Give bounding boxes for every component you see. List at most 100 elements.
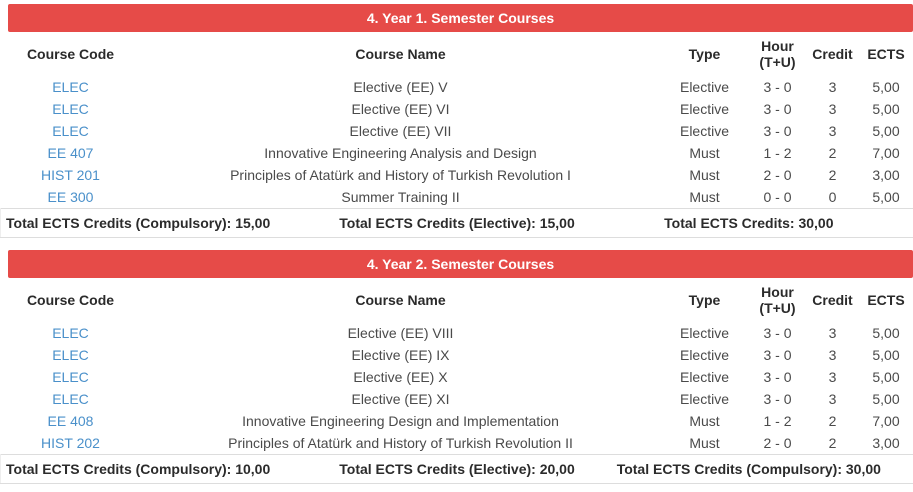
table-title: 4. Year 2. Semester Courses	[8, 250, 913, 278]
course-name: Innovative Engineering Design and Implem…	[242, 413, 559, 429]
table-title: 4. Year 1. Semester Courses	[8, 4, 913, 32]
course-type: Elective	[679, 391, 730, 407]
course-ects: 5,00	[872, 79, 900, 95]
col-header-course-name: Course Name	[355, 46, 446, 62]
course-type: Elective	[679, 347, 730, 363]
course-row: ELEC Elective (EE) X Elective 3 - 0 3 5,…	[1, 366, 913, 388]
course-credit: 2	[828, 435, 837, 451]
course-credit: 0	[828, 189, 837, 205]
course-name: Elective (EE) IX	[351, 347, 450, 363]
course-hour: 0 - 0	[763, 189, 792, 205]
course-name: Elective (EE) X	[353, 369, 448, 385]
courses-table: Course Code Course Name Type Hour (T+U) …	[0, 278, 913, 484]
course-row: EE 300 Summer Training II Must 0 - 0 0 5…	[1, 186, 913, 209]
course-code-link[interactable]: ELEC	[52, 369, 89, 385]
course-code-link[interactable]: ELEC	[52, 347, 89, 363]
course-hour: 1 - 2	[763, 413, 792, 429]
course-type: Elective	[679, 369, 730, 385]
totals-row: Total ECTS Credits (Compulsory): 10,00 T…	[0, 454, 913, 484]
course-credit: 3	[828, 369, 837, 385]
course-hour: 2 - 0	[763, 435, 792, 451]
col-header-hour: Hour (T+U)	[759, 38, 796, 70]
course-name: Elective (EE) XI	[351, 391, 450, 407]
semester-table-year4-sem1: 4. Year 1. Semester Courses Course Code …	[0, 4, 913, 238]
course-name: Elective (EE) V	[353, 79, 448, 95]
col-header-course-code: Course Code	[26, 46, 115, 62]
course-row: HIST 201 Principles of Atatürk and Histo…	[1, 164, 913, 186]
course-ects: 7,00	[872, 145, 900, 161]
course-name: Summer Training II	[341, 189, 460, 205]
col-header-credit: Credit	[812, 46, 853, 62]
course-type: Must	[689, 167, 720, 183]
total-ects-compulsory: Total ECTS Credits (Compulsory): 15,00	[6, 215, 271, 231]
col-header-course-name: Course Name	[355, 292, 446, 308]
course-code-link[interactable]: ELEC	[52, 123, 89, 139]
course-hour: 3 - 0	[763, 347, 792, 363]
course-credit: 2	[828, 167, 837, 183]
course-hour: 2 - 0	[763, 167, 792, 183]
course-type: Must	[689, 145, 720, 161]
course-ects: 5,00	[872, 189, 900, 205]
course-credit: 3	[828, 347, 837, 363]
semester-table-year4-sem2: 4. Year 2. Semester Courses Course Code …	[0, 250, 913, 484]
course-hour: 3 - 0	[763, 325, 792, 341]
course-type: Elective	[679, 123, 730, 139]
course-credit: 3	[828, 391, 837, 407]
totals-row: Total ECTS Credits (Compulsory): 15,00 T…	[0, 208, 913, 238]
course-name: Innovative Engineering Analysis and Desi…	[264, 145, 537, 161]
course-ects: 5,00	[872, 123, 900, 139]
course-row: ELEC Elective (EE) VII Elective 3 - 0 3 …	[1, 120, 913, 142]
course-code-link[interactable]: EE 407	[47, 145, 94, 161]
course-hour: 3 - 0	[763, 79, 792, 95]
course-code-link[interactable]: ELEC	[52, 79, 89, 95]
col-header-hour: Hour (T+U)	[759, 284, 796, 316]
course-ects: 5,00	[872, 391, 900, 407]
courses-table: Course Code Course Name Type Hour (T+U) …	[0, 32, 913, 238]
course-row: HIST 202 Principles of Atatürk and Histo…	[1, 432, 913, 455]
course-row: ELEC Elective (EE) V Elective 3 - 0 3 5,…	[1, 76, 913, 98]
course-name: Elective (EE) VI	[351, 101, 450, 117]
course-row: ELEC Elective (EE) VIII Elective 3 - 0 3…	[1, 322, 913, 344]
course-row: ELEC Elective (EE) VI Elective 3 - 0 3 5…	[1, 98, 913, 120]
course-code-link[interactable]: ELEC	[52, 391, 89, 407]
col-header-ects: ECTS	[867, 46, 905, 62]
course-code-link[interactable]: HIST 202	[41, 435, 100, 451]
course-type: Must	[689, 189, 720, 205]
course-row: ELEC Elective (EE) XI Elective 3 - 0 3 5…	[1, 388, 913, 410]
course-ects: 5,00	[872, 101, 900, 117]
course-credit: 3	[828, 101, 837, 117]
header-row: Course Code Course Name Type Hour (T+U) …	[1, 32, 913, 76]
course-name: Elective (EE) VIII	[347, 325, 454, 341]
total-ects-elective: Total ECTS Credits (Elective): 15,00	[339, 215, 575, 231]
course-ects: 5,00	[872, 325, 900, 341]
col-header-type: Type	[688, 292, 721, 308]
course-code-link[interactable]: EE 300	[47, 189, 94, 205]
course-code-link[interactable]: ELEC	[52, 101, 89, 117]
course-ects: 5,00	[872, 369, 900, 385]
course-code-link[interactable]: EE 408	[47, 413, 94, 429]
course-hour: 1 - 2	[763, 145, 792, 161]
course-code-link[interactable]: HIST 201	[41, 167, 100, 183]
course-hour: 3 - 0	[763, 101, 792, 117]
course-credit: 2	[828, 413, 837, 429]
col-header-credit: Credit	[812, 292, 853, 308]
course-code-link[interactable]: ELEC	[52, 325, 89, 341]
header-row: Course Code Course Name Type Hour (T+U) …	[1, 278, 913, 322]
course-type: Elective	[679, 101, 730, 117]
total-ects-elective: Total ECTS Credits (Elective): 20,00	[339, 461, 575, 477]
course-type: Must	[689, 413, 720, 429]
course-name: Principles of Atatürk and History of Tur…	[228, 435, 573, 451]
course-ects: 3,00	[872, 435, 900, 451]
course-ects: 5,00	[872, 347, 900, 363]
course-type: Must	[689, 435, 720, 451]
course-credit: 3	[828, 325, 837, 341]
course-row: EE 407 Innovative Engineering Analysis a…	[1, 142, 913, 164]
course-credit: 3	[828, 79, 837, 95]
course-name: Principles of Atatürk and History of Tur…	[230, 167, 571, 183]
course-ects: 3,00	[872, 167, 900, 183]
course-credit: 3	[828, 123, 837, 139]
col-header-ects: ECTS	[867, 292, 905, 308]
total-ects-overall: Total ECTS Credits: 30,00	[664, 215, 834, 231]
course-credit: 2	[828, 145, 837, 161]
total-ects-compulsory: Total ECTS Credits (Compulsory): 10,00	[6, 461, 271, 477]
